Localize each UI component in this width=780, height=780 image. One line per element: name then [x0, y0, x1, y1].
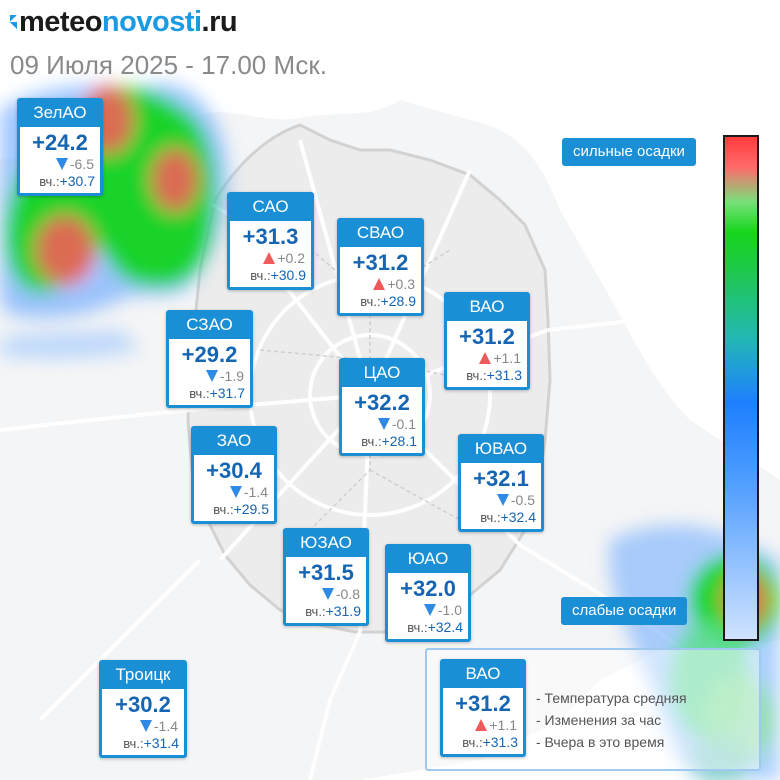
district-card-zao[interactable]: ЗАО +30.4 -1.4 вч.:+29.5: [191, 426, 277, 524]
district-hourly-change: +0.2: [230, 250, 311, 266]
district-name: ВАО: [447, 295, 527, 321]
district-yesterday: вч.:+30.9: [250, 267, 306, 283]
district-name: ВАО: [443, 662, 523, 688]
trend-up-icon: [475, 719, 488, 731]
trend-down-icon: [423, 604, 436, 616]
trend-up-icon: [373, 278, 386, 290]
district-yesterday: вч.:+31.3: [462, 734, 518, 750]
district-hourly-change: -0.5: [461, 492, 541, 508]
district-card-yuao[interactable]: ЮАО +32.0 -1.0 вч.:+32.4: [385, 544, 471, 642]
district-name: САО: [230, 195, 311, 221]
district-yesterday: вч.:+31.9: [305, 603, 361, 619]
logo-mark-icon: [10, 15, 17, 29]
district-card-sao[interactable]: САО +31.3 +0.2 вч.:+30.9: [227, 192, 314, 290]
district-temperature: +32.0: [400, 576, 456, 601]
precip-color-scale: [723, 135, 759, 641]
district-hourly-change: +1.1: [443, 717, 523, 733]
district-yesterday: вч.:+30.7: [39, 173, 95, 189]
district-temperature: +31.5: [298, 560, 354, 585]
district-yesterday: вч.:+31.4: [123, 735, 179, 751]
district-temperature: +31.2: [352, 250, 409, 275]
trend-down-icon: [55, 158, 68, 170]
district-temperature: +32.1: [473, 466, 529, 491]
district-temperature: +24.2: [32, 130, 88, 155]
district-temperature: +30.4: [206, 458, 262, 483]
logo-suffix: .ru: [201, 6, 238, 38]
forecast-datetime: 09 Июля 2025 - 17.00 Мск.: [10, 50, 328, 80]
district-card-vao[interactable]: ВАО +31.2 +1.1 вч.:+31.3: [444, 292, 530, 390]
trend-down-icon: [139, 720, 152, 732]
district-yesterday: вч.:+31.3: [466, 367, 522, 383]
trend-down-icon: [496, 494, 509, 506]
district-name: СЗАО: [169, 313, 250, 339]
trend-down-icon: [321, 588, 334, 600]
district-temperature: +29.2: [181, 342, 238, 367]
precip-scale-top-label: сильные осадки: [562, 138, 696, 166]
district-name: ЦАО: [342, 361, 422, 387]
district-card-yuzao[interactable]: ЮЗАО +31.5 -0.8 вч.:+31.9: [283, 528, 369, 626]
trend-down-icon: [229, 486, 242, 498]
district-name: ЮВАО: [461, 437, 541, 463]
trend-up-icon: [479, 352, 492, 364]
legend-item-hourly-change: - Изменения за час: [536, 712, 662, 728]
legend-item-yesterday: - Вчера в это время: [536, 734, 665, 750]
district-hourly-change: -1.4: [194, 484, 274, 500]
district-name: ЗАО: [194, 429, 274, 455]
district-hourly-change: -1.0: [388, 602, 468, 618]
district-temperature: +30.2: [115, 692, 171, 717]
district-temperature: +32.2: [354, 390, 410, 415]
logo-accent: novosti: [101, 6, 202, 38]
district-card-svao[interactable]: СВАО +31.2 +0.3 вч.:+28.9: [337, 218, 424, 316]
district-temperature: +31.3: [242, 224, 299, 249]
district-hourly-change: -6.5: [20, 156, 100, 172]
trend-up-icon: [263, 252, 276, 264]
district-hourly-change: -0.8: [286, 586, 366, 602]
district-card-zelao[interactable]: ЗелАО +24.2 -6.5 вч.:+30.7: [17, 98, 103, 196]
district-yesterday: вч.:+29.5: [213, 501, 269, 517]
district-name: ЮАО: [388, 547, 468, 573]
district-yesterday: вч.:+28.1: [361, 433, 417, 449]
district-hourly-change: -0.1: [342, 416, 422, 432]
district-yesterday: вч.:+32.4: [407, 619, 463, 635]
district-name: ЗелАО: [20, 101, 100, 127]
district-hourly-change: +0.3: [340, 276, 421, 292]
legend-sample-card: ВАО +31.2 +1.1 вч.:+31.3: [440, 659, 526, 757]
district-card-szao[interactable]: СЗАО +29.2 -1.9 вч.:+31.7: [166, 310, 253, 408]
site-logo[interactable]: meteonovosti.ru: [10, 6, 238, 39]
trend-down-icon: [205, 370, 218, 382]
district-card-cao[interactable]: ЦАО +32.2 -0.1 вч.:+28.1: [339, 358, 425, 456]
district-hourly-change: -1.4: [102, 718, 184, 734]
district-yesterday: вч.:+28.9: [360, 293, 416, 309]
district-yesterday: вч.:+32.4: [480, 509, 536, 525]
district-temperature: +31.2: [459, 324, 515, 349]
legend-item-average-temp: - Температура средняя: [536, 690, 687, 706]
district-card-yuvao[interactable]: ЮВАО +32.1 -0.5 вч.:+32.4: [458, 434, 544, 532]
district-temperature: +31.2: [455, 691, 511, 716]
district-hourly-change: -1.9: [169, 368, 250, 384]
district-name: ЮЗАО: [286, 531, 366, 557]
trend-down-icon: [377, 418, 390, 430]
district-name: Троицк: [102, 663, 184, 689]
district-card-troitsk[interactable]: Троицк +30.2 -1.4 вч.:+31.4: [99, 660, 187, 758]
logo-prefix: meteo: [19, 6, 102, 38]
district-name: СВАО: [340, 221, 421, 247]
district-hourly-change: +1.1: [447, 350, 527, 366]
precip-scale-bottom-label: слабые осадки: [561, 597, 688, 625]
district-yesterday: вч.:+31.7: [189, 385, 245, 401]
